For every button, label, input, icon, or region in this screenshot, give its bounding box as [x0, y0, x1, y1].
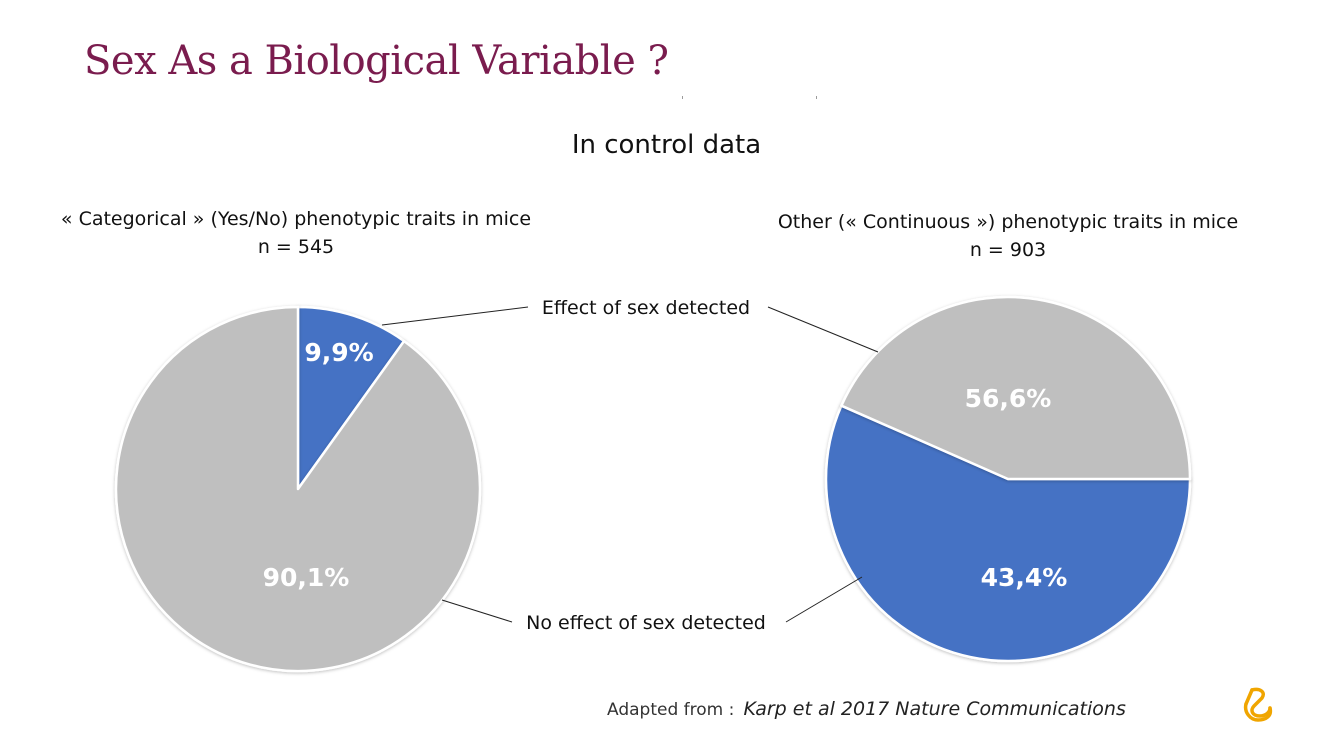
left-chart-title: « Categorical » (Yes/No) phenotypic trai…: [60, 208, 532, 230]
right-chart-title: Other (« Continuous ») phenotypic traits…: [777, 211, 1239, 233]
pie-data-label-no-effect: 43,4%: [981, 563, 1068, 592]
pie-slice-effect: [296, 305, 406, 491]
citation: Adapted from : Karp et al 2017 Nature Co…: [607, 698, 1126, 720]
pie-data-label-effect: 9,9%: [304, 338, 373, 367]
leader-no-effect-left: [441, 599, 513, 623]
callout-no-effect-label: No effect of sex detected: [526, 612, 766, 634]
leader-effect-left: [381, 306, 529, 326]
pie-slice-no-effect: [114, 305, 482, 673]
right-chart-n: n = 903: [969, 239, 1047, 261]
slide-subtitle: In control data: [571, 130, 762, 160]
left-chart-header: « Categorical » (Yes/No) phenotypic trai…: [36, 205, 556, 261]
citation-source: Karp et al 2017 Nature Communications: [743, 698, 1126, 720]
leader-no-effect-right: [785, 576, 863, 623]
callout-leaders: [381, 306, 879, 623]
left-chart-n: n = 545: [257, 236, 335, 258]
callout-effect-label: Effect of sex detected: [542, 297, 750, 319]
pie-data-label-effect: 56,6%: [965, 384, 1052, 413]
slide-title: Sex As a Biological Variable ?: [84, 38, 669, 84]
pie-slice-effect: [824, 404, 1192, 663]
leader-effect-right: [767, 306, 879, 353]
right-chart-header: Other (« Continuous ») phenotypic traits…: [748, 208, 1268, 264]
pie-chart-continuous: 56,6% 43,4%: [824, 295, 1192, 663]
citation-prefix: Adapted from :: [607, 700, 735, 720]
pie-slice-no-effect: [840, 295, 1192, 481]
pie-chart-categorical: 9,9% 90,1%: [114, 305, 482, 673]
company-logo-icon: [1243, 687, 1273, 722]
pie-data-label-no-effect: 90,1%: [263, 563, 350, 592]
title-underline-marks: [682, 96, 818, 99]
